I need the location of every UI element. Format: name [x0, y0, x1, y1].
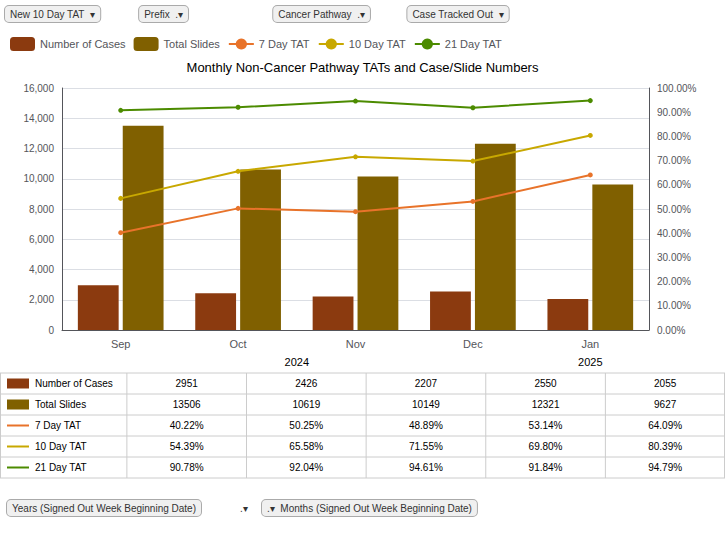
svg-text:14,000: 14,000 — [23, 113, 54, 124]
svg-text:90.00%: 90.00% — [657, 107, 691, 118]
svg-text:2426: 2426 — [295, 378, 318, 389]
svg-text:8,000: 8,000 — [29, 204, 54, 215]
svg-text:48.89%: 48.89% — [409, 420, 443, 431]
svg-text:Prefix .▾: Prefix .▾ — [144, 9, 183, 20]
svg-text:Cancer Pathway .▾: Cancer Pathway .▾ — [278, 9, 365, 20]
svg-text:90.78%: 90.78% — [170, 462, 204, 473]
svg-text:2025: 2025 — [578, 356, 602, 368]
svg-text:2055: 2055 — [654, 378, 677, 389]
svg-text:Number of Cases: Number of Cases — [40, 38, 126, 50]
svg-text:94.79%: 94.79% — [648, 462, 682, 473]
svg-text:80.00%: 80.00% — [657, 131, 691, 142]
svg-text:10149: 10149 — [412, 399, 440, 410]
svg-text:50.25%: 50.25% — [289, 420, 323, 431]
svg-text:64.09%: 64.09% — [648, 420, 682, 431]
svg-text:60.00%: 60.00% — [657, 179, 691, 190]
svg-text:Number of Cases: Number of Cases — [35, 378, 113, 389]
svg-text:10619: 10619 — [292, 399, 320, 410]
svg-text:10.00%: 10.00% — [657, 300, 691, 311]
svg-text:92.04%: 92.04% — [289, 462, 323, 473]
svg-text:7 Day TAT: 7 Day TAT — [259, 38, 310, 50]
svg-text:.▾ Months (Signed Out Week Be: .▾ Months (Signed Out Week Beginning Dat… — [267, 503, 472, 514]
svg-text:Sep: Sep — [111, 338, 131, 350]
svg-text:Monthly Non-Cancer Pathway TAT: Monthly Non-Cancer Pathway TATs and Case… — [187, 60, 539, 75]
svg-text:2024: 2024 — [285, 356, 309, 368]
svg-text:6,000: 6,000 — [29, 234, 54, 245]
svg-text:2,000: 2,000 — [29, 294, 54, 305]
svg-text:Nov: Nov — [346, 338, 366, 350]
svg-text:100.00%: 100.00% — [657, 83, 697, 94]
svg-text:2550: 2550 — [534, 378, 557, 389]
svg-text:50.00%: 50.00% — [657, 204, 691, 215]
svg-text:21 Day TAT: 21 Day TAT — [445, 38, 502, 50]
svg-text:10 Day TAT: 10 Day TAT — [349, 38, 406, 50]
svg-text:70.00%: 70.00% — [657, 155, 691, 166]
svg-text:91.84%: 91.84% — [529, 462, 563, 473]
svg-text:0.00%: 0.00% — [657, 325, 685, 336]
svg-text:Years (Signed Out Week Beginni: Years (Signed Out Week Beginning Date) — [12, 503, 196, 514]
svg-text:2207: 2207 — [415, 378, 438, 389]
svg-text:New 10 Day TAT ▾: New 10 Day TAT ▾ — [10, 9, 95, 20]
svg-text:Jan: Jan — [581, 338, 599, 350]
svg-text:10,000: 10,000 — [23, 173, 54, 184]
svg-text:2951: 2951 — [176, 378, 199, 389]
svg-text:Total Slides: Total Slides — [35, 399, 86, 410]
svg-text:0: 0 — [48, 325, 54, 336]
svg-text:.▾: .▾ — [240, 503, 248, 514]
svg-text:12,000: 12,000 — [23, 143, 54, 154]
svg-text:20.00%: 20.00% — [657, 276, 691, 287]
svg-text:40.00%: 40.00% — [657, 228, 691, 239]
svg-text:40.22%: 40.22% — [170, 420, 204, 431]
svg-text:9627: 9627 — [654, 399, 677, 410]
svg-text:21 Day TAT: 21 Day TAT — [35, 462, 87, 473]
svg-text:12321: 12321 — [532, 399, 560, 410]
svg-text:10 Day TAT: 10 Day TAT — [35, 441, 87, 452]
svg-text:7 Day TAT: 7 Day TAT — [35, 420, 81, 431]
svg-text:65.58%: 65.58% — [289, 441, 323, 452]
svg-text:Dec: Dec — [463, 338, 483, 350]
svg-text:13506: 13506 — [173, 399, 201, 410]
svg-text:30.00%: 30.00% — [657, 252, 691, 263]
svg-text:Case Tracked Out ▾: Case Tracked Out ▾ — [412, 9, 503, 20]
svg-text:94.61%: 94.61% — [409, 462, 443, 473]
svg-text:16,000: 16,000 — [23, 83, 54, 94]
svg-text:Oct: Oct — [230, 338, 247, 350]
svg-text:Total Slides: Total Slides — [164, 38, 221, 50]
svg-text:53.14%: 53.14% — [529, 420, 563, 431]
svg-text:80.39%: 80.39% — [648, 441, 682, 452]
svg-text:4,000: 4,000 — [29, 264, 54, 275]
svg-text:69.80%: 69.80% — [529, 441, 563, 452]
svg-text:71.55%: 71.55% — [409, 441, 443, 452]
svg-text:54.39%: 54.39% — [170, 441, 204, 452]
